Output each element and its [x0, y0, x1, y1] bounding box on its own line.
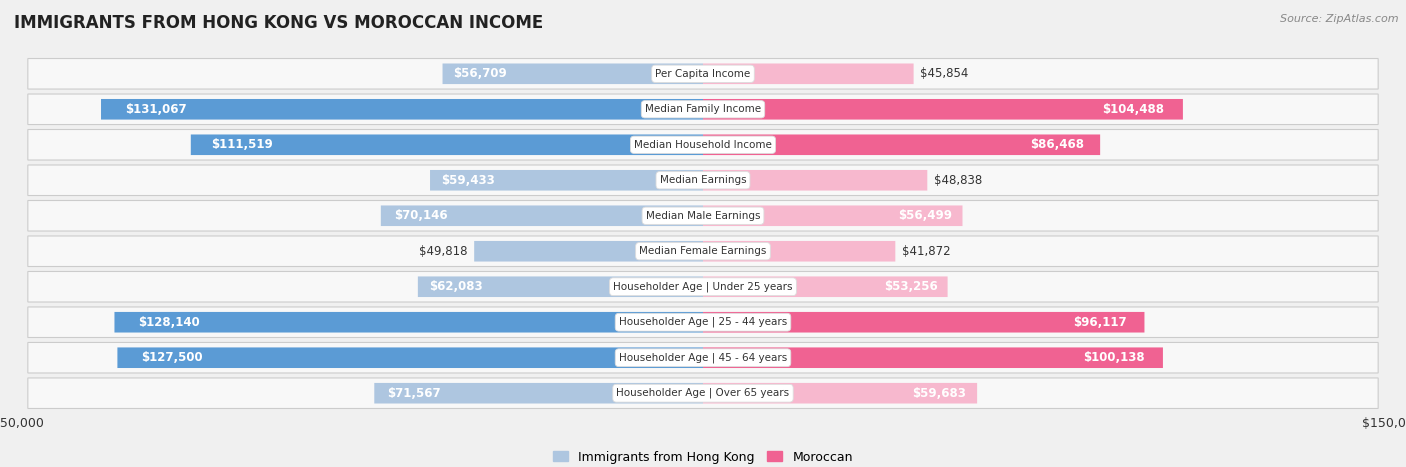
FancyBboxPatch shape	[28, 129, 1378, 160]
FancyBboxPatch shape	[191, 134, 703, 155]
FancyBboxPatch shape	[703, 347, 1163, 368]
FancyBboxPatch shape	[114, 312, 703, 333]
Text: Householder Age | Under 25 years: Householder Age | Under 25 years	[613, 282, 793, 292]
Text: IMMIGRANTS FROM HONG KONG VS MOROCCAN INCOME: IMMIGRANTS FROM HONG KONG VS MOROCCAN IN…	[14, 14, 543, 32]
Text: $96,117: $96,117	[1073, 316, 1126, 329]
Text: $111,519: $111,519	[211, 138, 273, 151]
FancyBboxPatch shape	[28, 307, 1378, 338]
FancyBboxPatch shape	[28, 200, 1378, 231]
FancyBboxPatch shape	[703, 170, 928, 191]
Text: Median Earnings: Median Earnings	[659, 175, 747, 185]
Text: $70,146: $70,146	[394, 209, 447, 222]
FancyBboxPatch shape	[474, 241, 703, 262]
FancyBboxPatch shape	[703, 383, 977, 403]
Text: Householder Age | 25 - 44 years: Householder Age | 25 - 44 years	[619, 317, 787, 327]
FancyBboxPatch shape	[28, 94, 1378, 125]
Text: $59,433: $59,433	[441, 174, 495, 187]
FancyBboxPatch shape	[703, 241, 896, 262]
FancyBboxPatch shape	[28, 342, 1378, 373]
FancyBboxPatch shape	[28, 165, 1378, 196]
Text: Source: ZipAtlas.com: Source: ZipAtlas.com	[1281, 14, 1399, 24]
Text: $131,067: $131,067	[125, 103, 187, 116]
Text: $62,083: $62,083	[429, 280, 482, 293]
Text: Householder Age | 45 - 64 years: Householder Age | 45 - 64 years	[619, 353, 787, 363]
FancyBboxPatch shape	[703, 205, 963, 226]
Text: Median Family Income: Median Family Income	[645, 104, 761, 114]
Text: $127,500: $127,500	[141, 351, 202, 364]
Text: $53,256: $53,256	[884, 280, 938, 293]
Text: $71,567: $71,567	[388, 387, 441, 400]
FancyBboxPatch shape	[28, 58, 1378, 89]
Text: $100,138: $100,138	[1083, 351, 1144, 364]
FancyBboxPatch shape	[117, 347, 703, 368]
FancyBboxPatch shape	[28, 271, 1378, 302]
FancyBboxPatch shape	[28, 378, 1378, 409]
FancyBboxPatch shape	[703, 99, 1182, 120]
Text: $56,709: $56,709	[453, 67, 506, 80]
Text: Median Household Income: Median Household Income	[634, 140, 772, 150]
FancyBboxPatch shape	[443, 64, 703, 84]
Text: $86,468: $86,468	[1031, 138, 1084, 151]
FancyBboxPatch shape	[703, 134, 1099, 155]
FancyBboxPatch shape	[418, 276, 703, 297]
FancyBboxPatch shape	[381, 205, 703, 226]
Text: Per Capita Income: Per Capita Income	[655, 69, 751, 79]
Text: $59,683: $59,683	[912, 387, 966, 400]
FancyBboxPatch shape	[101, 99, 703, 120]
Text: $41,872: $41,872	[903, 245, 950, 258]
Text: $48,838: $48,838	[934, 174, 983, 187]
FancyBboxPatch shape	[703, 312, 1144, 333]
Text: $104,488: $104,488	[1102, 103, 1164, 116]
FancyBboxPatch shape	[28, 236, 1378, 267]
Text: $128,140: $128,140	[138, 316, 200, 329]
Legend: Immigrants from Hong Kong, Moroccan: Immigrants from Hong Kong, Moroccan	[548, 446, 858, 467]
FancyBboxPatch shape	[703, 64, 914, 84]
Text: Median Female Earnings: Median Female Earnings	[640, 246, 766, 256]
FancyBboxPatch shape	[374, 383, 703, 403]
FancyBboxPatch shape	[703, 276, 948, 297]
Text: $56,499: $56,499	[898, 209, 952, 222]
Text: $45,854: $45,854	[921, 67, 969, 80]
FancyBboxPatch shape	[430, 170, 703, 191]
Text: $49,818: $49,818	[419, 245, 467, 258]
Text: Householder Age | Over 65 years: Householder Age | Over 65 years	[616, 388, 790, 398]
Text: Median Male Earnings: Median Male Earnings	[645, 211, 761, 221]
